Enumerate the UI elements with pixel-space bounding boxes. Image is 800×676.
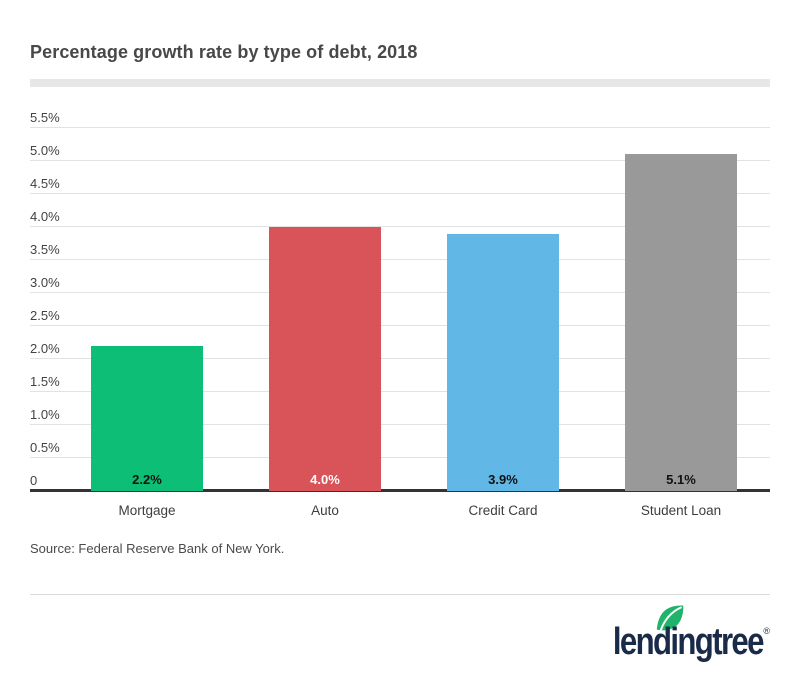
title-underline bbox=[30, 79, 770, 87]
gridline bbox=[30, 325, 770, 326]
bar-auto bbox=[269, 227, 381, 491]
bar-chart: 0 0.5% 1.0% 1.5% 2.0% 2.5% 3.0% 3.5% 4.0% 4.5% 5.0… bbox=[30, 105, 770, 525]
y-axis-tick-label: 3.5% bbox=[30, 242, 64, 257]
y-axis-tick-label: 5.0% bbox=[30, 143, 64, 158]
y-axis-tick-label: 0 bbox=[30, 473, 42, 488]
y-axis-tick-label: 2.0% bbox=[30, 341, 64, 356]
gridline bbox=[30, 292, 770, 293]
gridline bbox=[30, 259, 770, 260]
gridline bbox=[30, 193, 770, 194]
x-axis-label: Credit Card bbox=[468, 503, 538, 518]
y-axis-tick-label: 4.0% bbox=[30, 209, 64, 224]
gridline bbox=[30, 358, 770, 359]
gridline bbox=[30, 457, 770, 458]
x-axis-baseline bbox=[30, 489, 770, 492]
gridline bbox=[30, 160, 770, 161]
bar-value-label: 3.9% bbox=[488, 472, 518, 487]
gridline bbox=[30, 424, 770, 425]
x-axis-label: Mortgage bbox=[118, 503, 176, 518]
x-axis-label: Student Loan bbox=[640, 503, 722, 518]
y-axis-tick-label: 0.5% bbox=[30, 440, 64, 455]
bar-student-loan bbox=[625, 154, 737, 491]
page-title: Percentage growth rate by type of debt, … bbox=[30, 42, 418, 62]
gridline bbox=[30, 391, 770, 392]
gridline bbox=[30, 127, 770, 128]
y-axis-tick-label: 1.0% bbox=[30, 407, 64, 422]
bar-value-label: 5.1% bbox=[666, 472, 696, 487]
bar-mortgage bbox=[91, 346, 203, 491]
footer-divider bbox=[30, 594, 770, 595]
y-axis-tick-label: 3.0% bbox=[30, 275, 64, 290]
gridline bbox=[30, 226, 770, 227]
y-axis-tick-label: 5.5% bbox=[30, 110, 64, 125]
bar-value-label: 4.0% bbox=[310, 472, 340, 487]
x-axis-label: Auto bbox=[311, 503, 339, 518]
bar-credit-card bbox=[447, 234, 559, 491]
lendingtree-logo: lendingtree® bbox=[590, 604, 770, 670]
y-axis-tick-label: 1.5% bbox=[30, 374, 64, 389]
leaf-icon bbox=[656, 605, 684, 632]
bar-value-label: 2.2% bbox=[132, 472, 162, 487]
registered-mark: ® bbox=[763, 626, 770, 636]
brand-text: lendingtree bbox=[612, 621, 764, 663]
y-axis-tick-label: 2.5% bbox=[30, 308, 64, 323]
source-text: Source: Federal Reserve Bank of New York… bbox=[30, 541, 285, 556]
y-axis-tick-label: 4.5% bbox=[30, 176, 64, 191]
